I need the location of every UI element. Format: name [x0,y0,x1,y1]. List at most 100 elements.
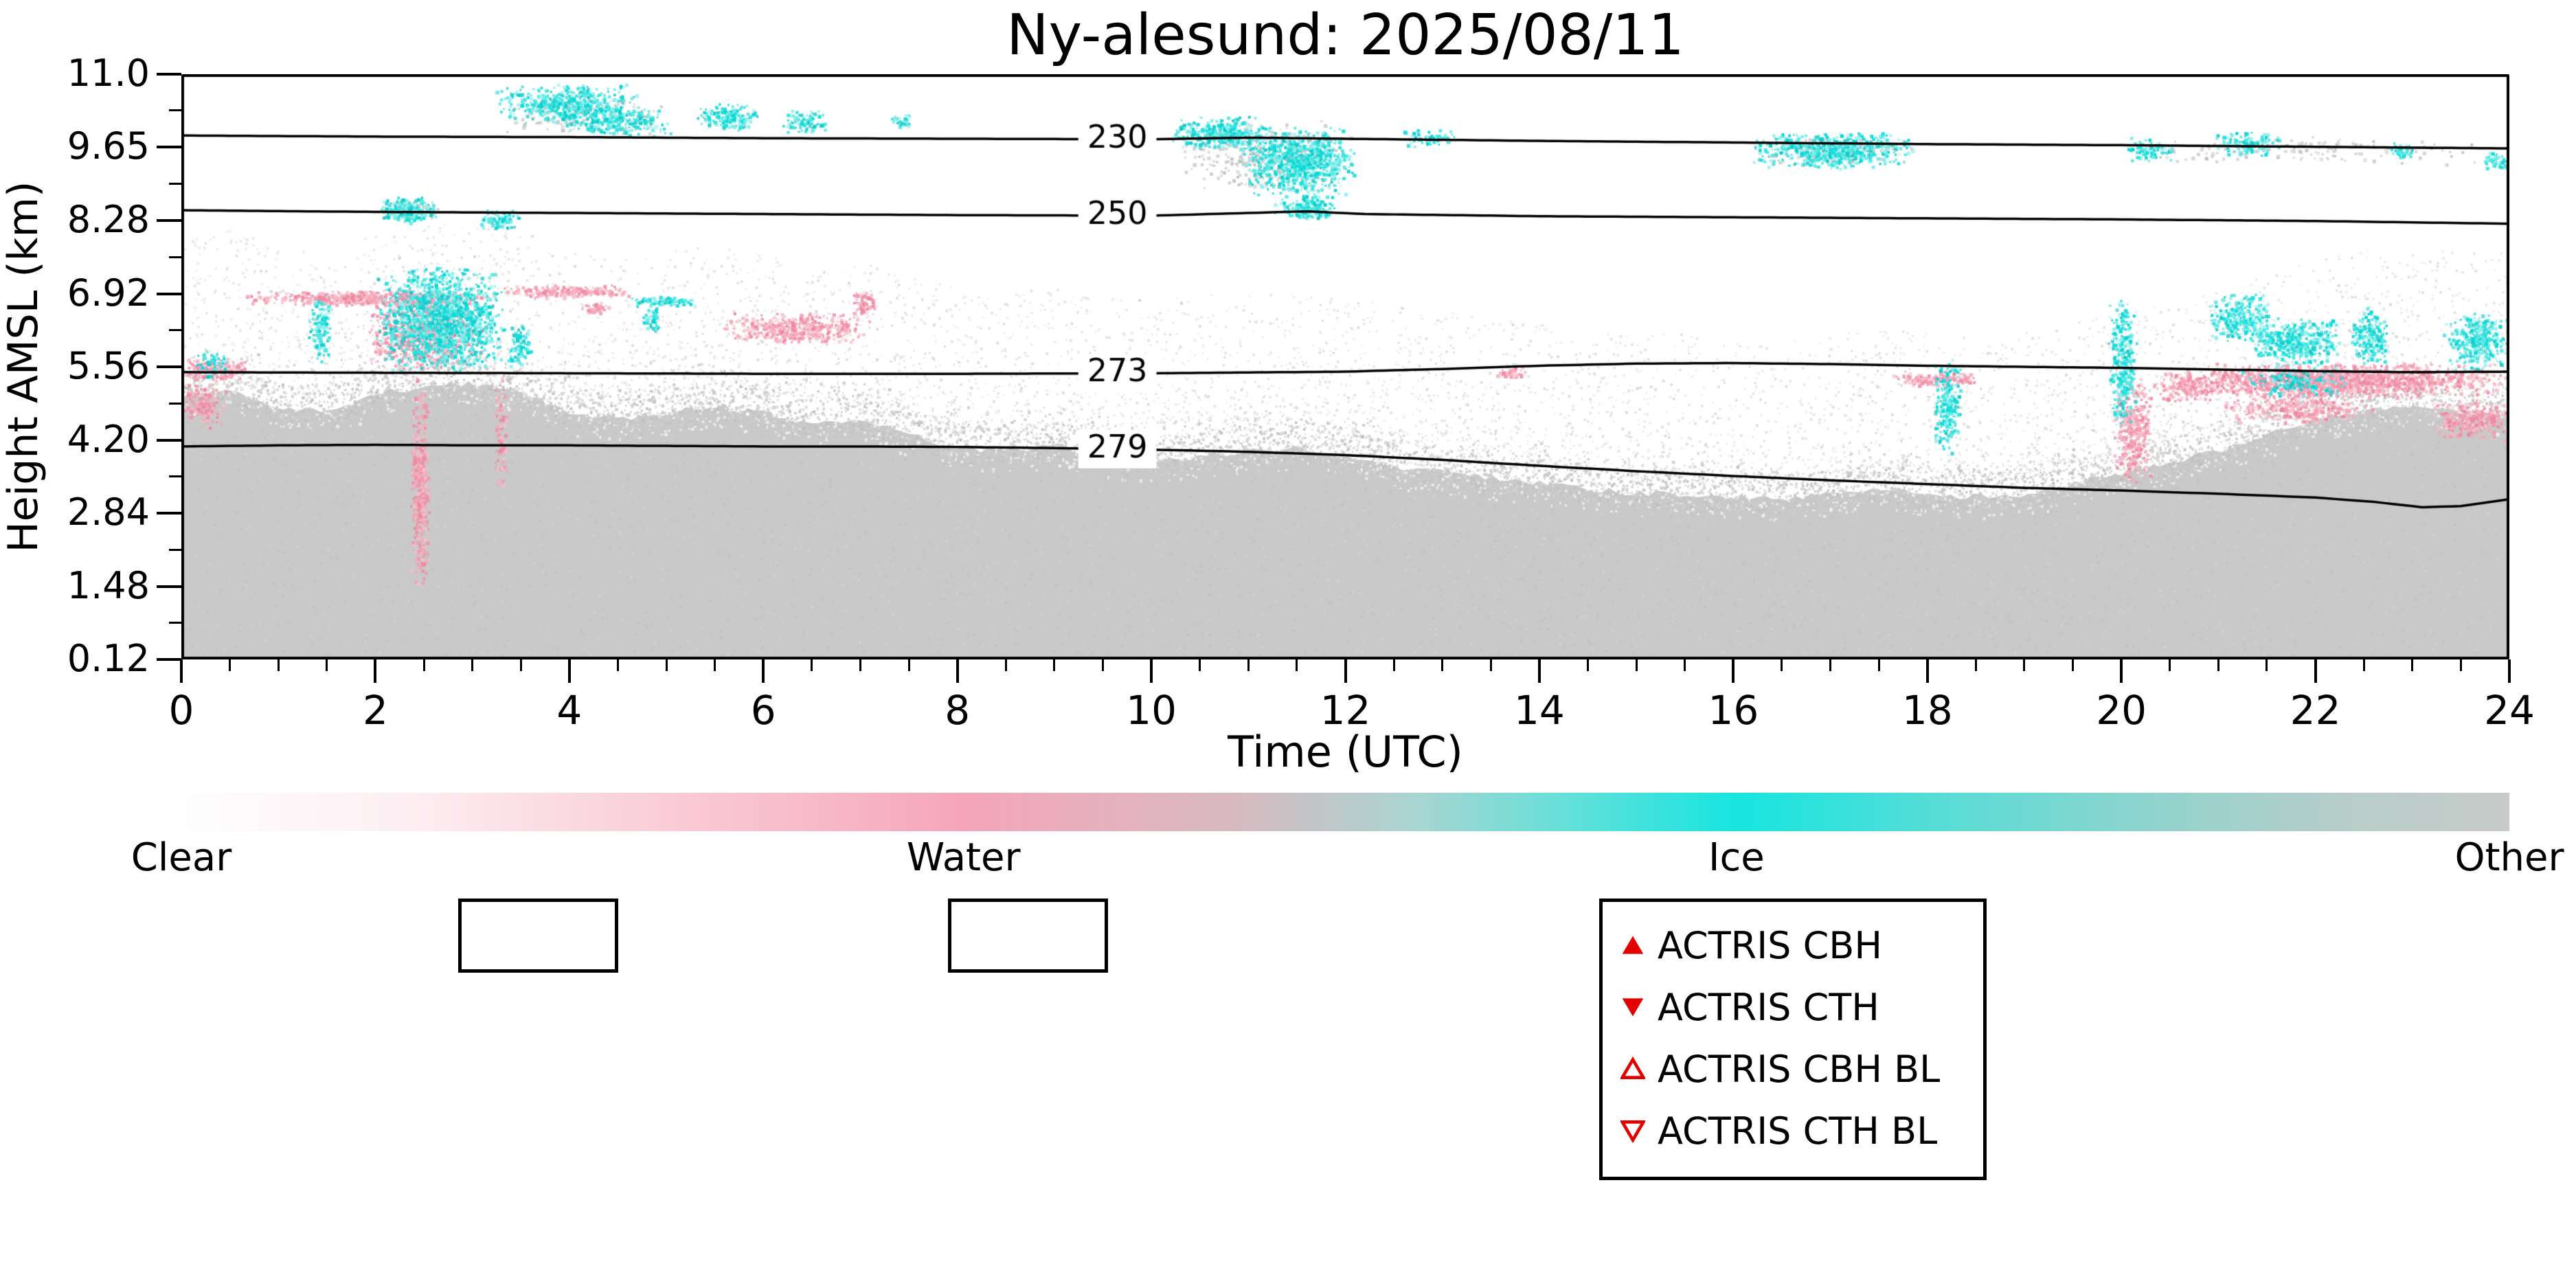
x-tick-label: 16 [1708,687,1759,734]
y-minor-tick [169,256,181,258]
y-tick-label: 11.0 [67,52,150,95]
empty-legend-box-1 [458,899,618,973]
x-tick-label: 6 [750,687,776,734]
y-major-tick [157,219,181,222]
x-minor-tick [665,659,668,671]
x-minor-tick [1004,659,1007,671]
x-minor-tick [859,659,861,671]
x-minor-tick [326,659,328,671]
chart-title: Ny-alesund: 2025/08/11 [1006,3,1684,68]
triangle-down-open-icon [1620,1120,1645,1143]
x-tick-label: 2 [362,687,388,734]
x-minor-tick [277,659,280,671]
x-minor-tick [616,659,619,671]
x-major-tick [1344,659,1347,683]
triangle-down-filled-icon [1622,998,1644,1017]
x-tick-label: 4 [556,687,583,734]
x-minor-tick [1974,659,1977,671]
colorbar-label: Ice [1708,835,1765,880]
y-minor-tick [169,402,181,405]
y-minor-tick [169,109,181,112]
x-tick-label: 8 [945,687,971,734]
y-minor-tick [169,622,181,624]
x-minor-tick [1829,659,1832,671]
x-minor-tick [1635,659,1638,671]
y-tick-label: 5.56 [67,344,150,387]
cloud-classification-plot-canvas [181,74,2509,659]
x-minor-tick [2411,659,2414,671]
x-major-tick [2508,659,2511,683]
x-major-tick [2120,659,2123,683]
x-minor-tick [1392,659,1395,671]
y-tick-label: 6.92 [67,271,150,315]
x-minor-tick [1587,659,1590,671]
y-major-tick [157,512,181,515]
x-minor-tick [1296,659,1298,671]
y-major-tick [157,365,181,368]
legend-item-actris-cbh: ACTRIS CBH [1620,914,1983,976]
triangle-up-filled-icon [1622,936,1644,954]
x-major-tick [1150,659,1153,683]
x-minor-tick [1101,659,1104,671]
x-tick-label: 22 [2290,687,2341,734]
legend-item-label: ACTRIS CTH [1658,985,1879,1029]
x-tick-label: 0 [168,687,194,734]
triangle-up-open-icon [1620,1057,1645,1079]
x-minor-tick [1053,659,1056,671]
y-major-tick [157,73,181,76]
y-major-tick [157,438,181,442]
empty-legend-box-2 [948,899,1108,973]
x-minor-tick [1684,659,1686,671]
x-minor-tick [907,659,910,671]
x-minor-tick [714,659,716,671]
x-minor-tick [2023,659,2026,671]
y-tick-label: 8.28 [67,198,150,241]
x-minor-tick [471,659,474,671]
y-tick-label: 9.65 [67,124,150,168]
x-minor-tick [1199,659,1201,671]
x-minor-tick [2072,659,2075,671]
x-minor-tick [811,659,813,671]
colorbar-label: Other [2454,835,2564,880]
x-major-tick [1732,659,1735,683]
x-axis-label: Time (UTC) [1228,727,1463,777]
x-minor-tick [519,659,522,671]
x-major-tick [2314,659,2317,683]
x-minor-tick [1441,659,1444,671]
x-minor-tick [2169,659,2171,671]
legend-item-actris-cth-bl: ACTRIS CTH BL [1620,1100,1983,1162]
x-minor-tick [2266,659,2268,671]
colorbar-label: Clear [131,835,232,880]
x-tick-label: 10 [1126,687,1177,734]
legend-box: ACTRIS CBH ACTRIS CTH ACTRIS CBH BL ACTR… [1599,899,1987,1180]
y-major-tick [157,145,181,148]
legend-item-actris-cbh-bl: ACTRIS CBH BL [1620,1038,1983,1100]
legend-item-label: ACTRIS CBH BL [1658,1047,1941,1091]
x-major-tick [1925,659,1929,683]
x-minor-tick [229,659,231,671]
x-major-tick [956,659,959,683]
x-minor-tick [422,659,425,671]
y-tick-label: 0.12 [67,637,150,680]
x-major-tick [762,659,765,683]
y-minor-tick [169,182,181,185]
x-minor-tick [1781,659,1783,671]
x-major-tick [180,659,183,683]
y-minor-tick [169,548,181,551]
y-tick-label: 1.48 [67,563,150,607]
x-major-tick [1537,659,1541,683]
x-tick-label: 18 [1901,687,1953,734]
x-minor-tick [1877,659,1880,671]
y-tick-label: 2.84 [67,490,150,534]
x-tick-label: 24 [2484,687,2535,734]
y-minor-tick [169,329,181,332]
colorbar-label: Water [906,835,1021,880]
x-minor-tick [1489,659,1492,671]
y-tick-label: 4.20 [67,417,150,461]
x-minor-tick [1247,659,1250,671]
x-major-tick [374,659,377,683]
y-major-tick [157,585,181,588]
legend-item-actris-cth: ACTRIS CTH [1620,976,1983,1038]
legend-item-label: ACTRIS CBH [1658,923,1882,967]
